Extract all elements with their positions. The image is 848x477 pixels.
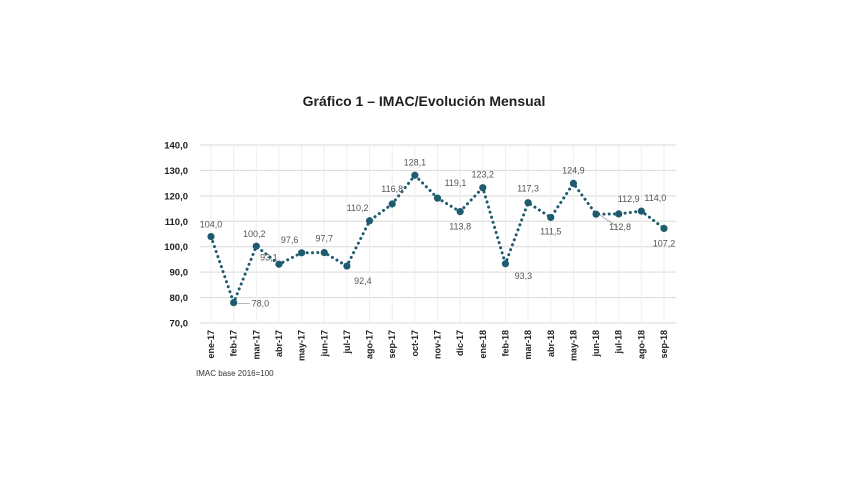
label-leader	[599, 214, 619, 228]
x-tick-label: may-17	[297, 330, 307, 361]
x-tick-label: ene-17	[206, 330, 216, 359]
data-label: 107,2	[653, 238, 676, 248]
data-point	[615, 210, 623, 218]
data-label: 124,9	[562, 165, 585, 175]
data-label: 97,6	[281, 235, 299, 245]
y-tick-label: 100,0	[164, 242, 188, 253]
x-tick-label: jun-18	[591, 330, 601, 358]
data-point	[547, 213, 555, 222]
data-point	[207, 232, 215, 241]
data-label: 93,3	[515, 271, 533, 281]
y-tick-label: 70,0	[170, 319, 189, 330]
data-label: 112,9	[618, 194, 640, 204]
x-tick-label: mar-18	[523, 330, 533, 360]
grid	[200, 144, 676, 324]
x-tick-label: jun-17	[319, 330, 329, 358]
x-tick-label: abr-18	[546, 330, 556, 357]
y-tick-label: 120,0	[164, 191, 188, 202]
data-label: 116,8	[381, 184, 403, 194]
data-point	[388, 200, 396, 208]
x-tick-label: ago-17	[365, 330, 375, 359]
data-label: 100,2	[243, 229, 266, 239]
y-tick-label: 130,0	[164, 166, 188, 177]
x-tick-label: feb-17	[229, 330, 239, 357]
y-axis: 70,0 80,0 90,0 100,0 110,0 120,0 130,0 140,0	[164, 141, 188, 330]
x-tick-label: nov-17	[433, 330, 443, 359]
data-point	[320, 248, 328, 257]
data-label: 111,5	[540, 226, 561, 236]
data-label: 110,2	[347, 203, 369, 213]
data-label: 114,0	[644, 193, 666, 203]
data-label: 128,1	[404, 157, 427, 167]
y-tick-label: 90,0	[170, 268, 189, 279]
x-tick-label: ago-18	[636, 330, 646, 359]
data-label: 117,3	[517, 184, 539, 194]
data-point	[592, 210, 600, 218]
data-point	[343, 262, 351, 270]
y-tick-label: 80,0	[170, 293, 189, 304]
data-markers	[207, 171, 668, 307]
data-label: 123,2	[472, 170, 495, 180]
data-point	[411, 171, 419, 179]
data-point	[637, 207, 645, 215]
data-label: 113,8	[449, 222, 471, 232]
data-point	[524, 199, 532, 207]
data-point	[569, 179, 578, 187]
data-label: 112,8	[609, 222, 631, 232]
x-tick-label: ene-18	[478, 330, 488, 359]
data-label: 104,0	[200, 220, 223, 230]
data-point	[365, 217, 374, 225]
x-tick-label: mar-17	[251, 330, 261, 360]
data-point	[479, 184, 487, 192]
y-tick-label: 140,0	[164, 141, 188, 152]
y-tick-label: 110,0	[165, 217, 188, 228]
chart-note: IMAC base 2016=100	[196, 369, 274, 378]
x-tick-label: feb-18	[500, 330, 510, 357]
data-label: 92,4	[354, 276, 372, 286]
chart-title: Gráfico 1 – IMAC/Evolución Mensual	[302, 93, 546, 109]
data-labels: 104,0 78,0 100,2 93,197,6 97,7 92,4 110,2 116,8…	[200, 157, 676, 308]
data-point	[298, 249, 306, 257]
x-tick-label: may-18	[568, 330, 578, 361]
data-point	[275, 260, 283, 268]
x-tick-label: oct-17	[410, 330, 420, 357]
x-tick-label: sep-17	[387, 330, 397, 359]
data-label: 97,7	[315, 234, 333, 244]
data-point	[660, 224, 668, 233]
x-tick-label: dic-17	[455, 330, 465, 356]
x-axis: ene-17 feb-17 mar-17 abr-17 may-17 jun-17 jul-…	[206, 330, 669, 361]
data-point	[230, 299, 238, 307]
data-point	[252, 242, 260, 250]
data-point	[433, 194, 442, 202]
x-tick-label: sep-18	[659, 330, 669, 359]
data-label: 93,1	[260, 252, 278, 262]
data-point	[501, 260, 510, 268]
x-tick-label: abr-17	[274, 330, 284, 357]
x-tick-label: jul-17	[342, 330, 352, 355]
data-label: 78,0	[252, 299, 270, 309]
x-tick-label: jul-18	[614, 330, 624, 355]
data-point	[456, 208, 464, 216]
data-label: 119,1	[445, 178, 467, 188]
